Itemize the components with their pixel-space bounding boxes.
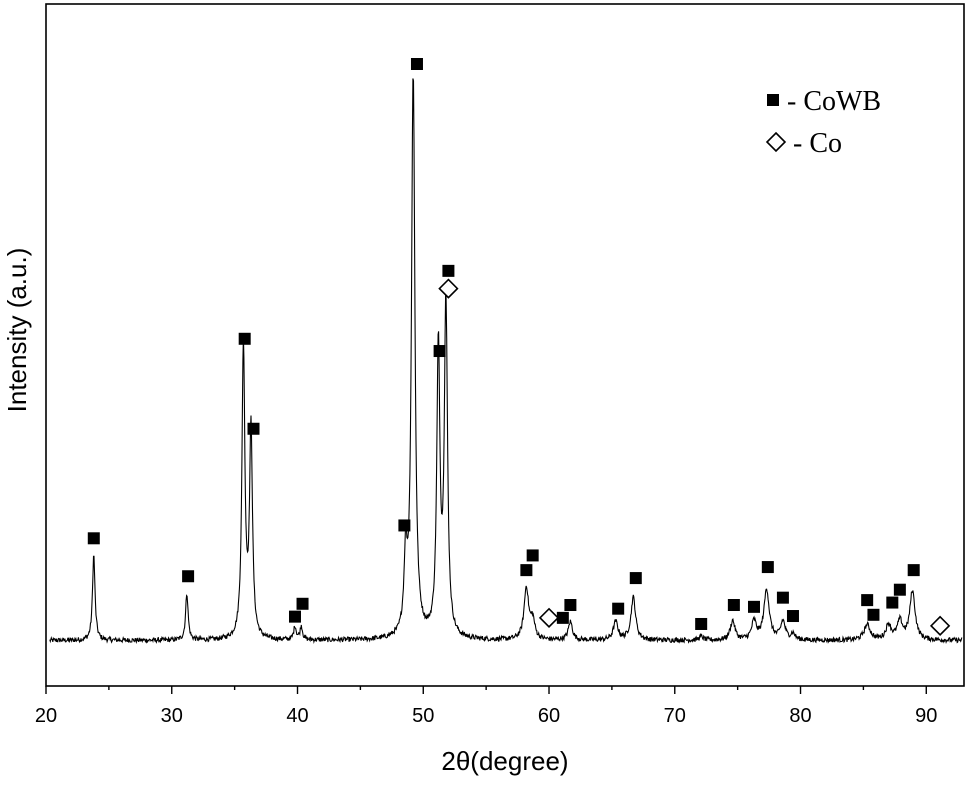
cowb-marker (886, 596, 899, 609)
cowb-marker (520, 564, 533, 577)
x-tick-label: 90 (915, 705, 937, 727)
xrd-pattern-line (49, 78, 963, 645)
y-axis-title: Intensity (a.u.) (2, 248, 32, 413)
cowb-marker (247, 422, 260, 435)
plot-border (45, 3, 965, 687)
cowb-marker (893, 583, 906, 596)
x-tick-label: 40 (286, 705, 308, 727)
cowb-marker (776, 591, 789, 604)
cowb-marker (695, 617, 708, 630)
plot-frame (45, 3, 965, 687)
cowb-marker (727, 599, 740, 612)
cowb-marker (612, 602, 625, 615)
x-tick-label: 60 (538, 705, 560, 727)
x-tick-label: 80 (789, 705, 811, 727)
x-tick-label: 20 (35, 705, 57, 727)
co-marker (929, 615, 951, 636)
cowb-marker (907, 564, 920, 577)
legend-co-marker (765, 131, 787, 153)
legend: - CoWB - Co (765, 86, 881, 159)
cowb-marker (238, 332, 251, 345)
legend-cowb-label: - CoWB (787, 86, 881, 117)
legend-cowb-marker (767, 94, 779, 106)
cowb-marker (433, 345, 446, 358)
cowb-marker (526, 549, 539, 562)
cowb-marker (87, 532, 100, 545)
cowb-marker (564, 599, 577, 612)
legend-co-label: - Co (793, 128, 842, 159)
cowb-marker (556, 611, 569, 624)
x-tick-label: 30 (161, 705, 183, 727)
x-axis-ticks: 20 30 40 50 60 70 80 90 (35, 686, 937, 727)
co-marker (538, 607, 560, 628)
phase-markers (87, 58, 951, 636)
cowb-marker (410, 58, 423, 70)
cowb-marker (182, 570, 195, 583)
cowb-marker (867, 608, 880, 621)
cowb-marker (761, 561, 774, 574)
cowb-marker (288, 610, 301, 623)
cowb-marker (861, 594, 874, 607)
cowb-marker (786, 610, 799, 623)
cowb-marker (296, 597, 309, 610)
cowb-marker (629, 572, 642, 585)
cowb-marker (398, 519, 411, 532)
co-marker (438, 278, 459, 299)
cowb-marker (442, 264, 455, 277)
x-tick-label: 70 (664, 705, 686, 727)
cowb-marker (747, 600, 760, 613)
x-axis-title: 2θ(degree) (441, 746, 568, 776)
series-group (49, 78, 963, 645)
x-tick-label: 50 (412, 705, 434, 727)
